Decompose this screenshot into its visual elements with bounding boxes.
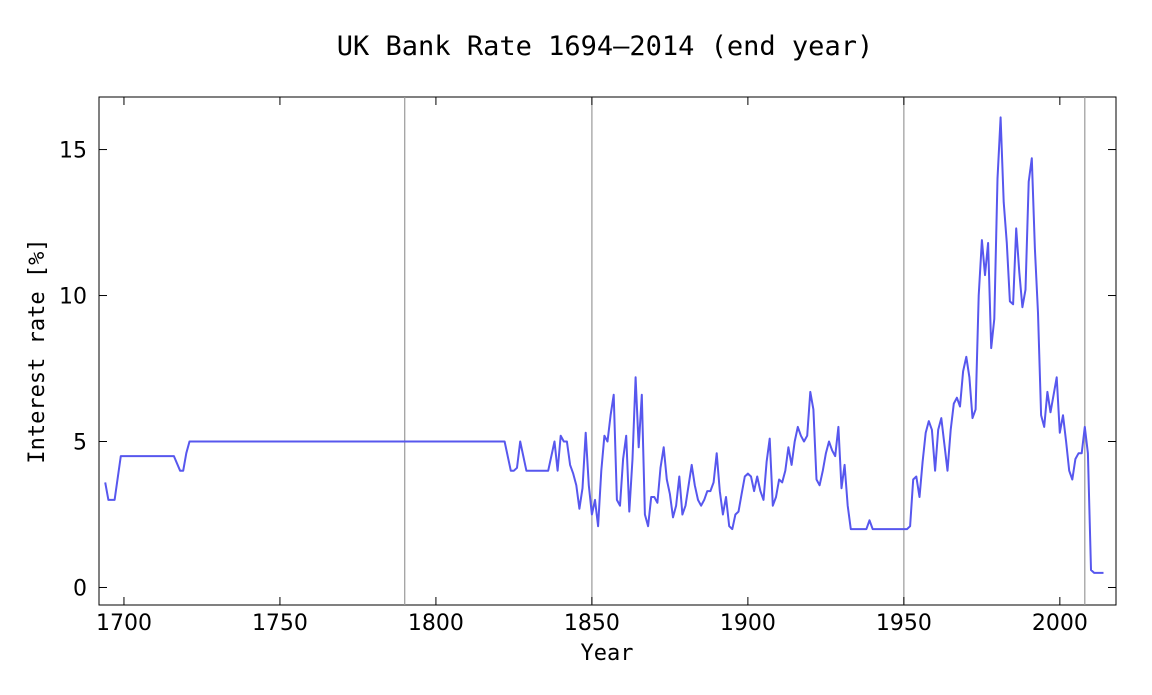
- chart-title: UK Bank Rate 1694–2014 (end year): [337, 31, 873, 62]
- x-tick-label: 1850: [564, 611, 620, 636]
- plot-frame: [98, 96, 1117, 606]
- x-tick-label: 1700: [96, 611, 152, 636]
- x-tick-labels: 1700 1750 1800 1850 1900 1950 2000: [96, 611, 1088, 636]
- y-axis-label: Interest rate [%]: [25, 238, 50, 463]
- x-tick-label: 1900: [720, 611, 776, 636]
- x-tick-label: 2000: [1032, 611, 1088, 636]
- reference-lines: [404, 97, 1086, 605]
- x-axis-label: Year: [581, 641, 634, 666]
- series-line: [104, 116, 1104, 574]
- y-tick-label: 10: [59, 285, 87, 310]
- y-tick-labels: 0 5 10 15: [59, 139, 87, 602]
- x-tick-label: 1950: [876, 611, 932, 636]
- y-tick-label: 5: [73, 431, 87, 456]
- axis-ticks: [99, 97, 1116, 605]
- x-tick-label: 1800: [408, 611, 464, 636]
- y-tick-label: 0: [73, 576, 87, 601]
- x-tick-label: 1750: [252, 611, 308, 636]
- y-tick-label: 15: [59, 139, 87, 164]
